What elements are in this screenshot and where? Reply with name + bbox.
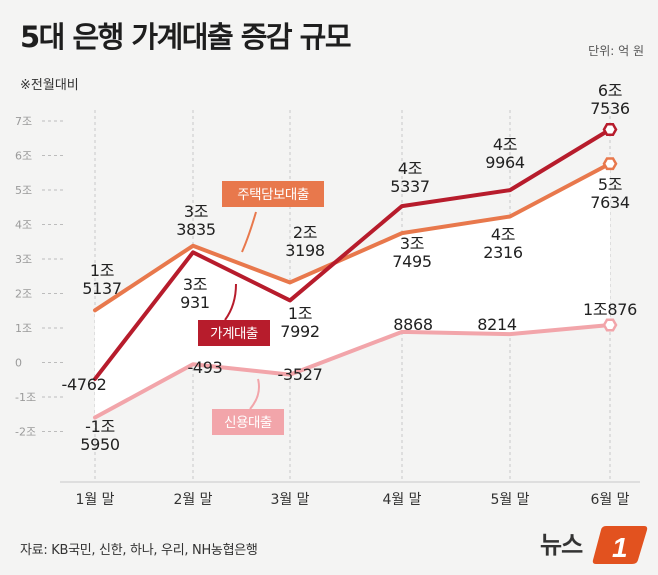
mortgage-data-label: 5조 7634 xyxy=(590,175,630,212)
mortgage-data-label: 1조 5137 xyxy=(82,261,122,298)
end-markers xyxy=(602,123,618,332)
y-tick-label: 7조 xyxy=(15,115,32,128)
logo-mark: 1 xyxy=(612,532,628,563)
x-tick-label: 6월 말 xyxy=(590,492,629,508)
household-tag-box xyxy=(198,320,270,346)
credit-line xyxy=(93,322,612,420)
y-tick-label: -1조 xyxy=(15,391,36,404)
mortgage-credit-band xyxy=(95,163,610,418)
mortgage-tag-label: 주택담보대출 xyxy=(237,187,309,203)
credit-end-marker xyxy=(602,318,618,332)
credit-data-label: -3527 xyxy=(278,365,323,384)
x-tick-label: 2월 말 xyxy=(173,492,212,508)
data-labels: -4762 3조 931 1조 7992 4조 5337 4조 9964 6조 7536 1조 5137… xyxy=(62,81,638,454)
credit-data-label: -493 xyxy=(187,358,222,377)
mortgage-tag-box xyxy=(222,181,324,207)
household-data-label: -4762 xyxy=(62,375,107,394)
x-tick-label: 5월 말 xyxy=(490,492,529,508)
x-tick-label: 4월 말 xyxy=(382,492,421,508)
mortgage-data-label: 2조 3198 xyxy=(285,223,325,260)
series-lines xyxy=(93,127,612,420)
household-tag-label: 가계대출 xyxy=(210,326,258,342)
y-tick-label: -2조 xyxy=(15,426,36,439)
y-tick-label: 5조 xyxy=(15,184,32,197)
mortgage-data-label: 3조 3835 xyxy=(176,202,216,239)
household-data-label: 4조 5337 xyxy=(390,159,430,196)
y-tick-label: 2조 xyxy=(15,288,32,301)
y-tick-label: 1조 xyxy=(15,322,32,335)
tag-connector xyxy=(249,378,260,410)
news1-logo: 뉴스 1 xyxy=(540,526,648,564)
x-axis: 1월 말 2월 말 3월 말 4월 말 5월 말 6월 말 xyxy=(60,481,640,508)
mortgage-line xyxy=(93,161,612,313)
credit-tag-label: 신용대출 xyxy=(224,415,272,431)
credit-data-label: 1조876 xyxy=(583,300,637,319)
comparison-note: ※전월대비 xyxy=(20,78,79,93)
mortgage-end-marker xyxy=(602,157,618,171)
y-axis-ticks: -2조 -1조 0 1조 2조 3조 4조 5조 6조 7조 xyxy=(15,115,36,439)
y-tick-label: 0 xyxy=(15,357,22,370)
household-data-label: 3조 931 xyxy=(180,275,210,312)
chart-title: 5대 은행 가계대출 증감 규모 xyxy=(20,20,352,54)
y-tick-label: 3조 xyxy=(15,253,32,266)
household-data-label: 1조 7992 xyxy=(280,304,320,341)
logo-badge xyxy=(592,526,648,564)
y-tick-label: 6조 xyxy=(15,150,32,163)
household-line xyxy=(93,127,612,381)
mortgage-data-label: 4조 2316 xyxy=(483,225,523,262)
y-tick-label: 4조 xyxy=(15,219,32,232)
household-data-label: 6조 7536 xyxy=(590,81,630,118)
x-tick-label: 3월 말 xyxy=(270,492,309,508)
source-note: 자료: KB국민, 신한, 하나, 우리, NH농협은행 xyxy=(20,543,258,558)
credit-data-label: 8214 xyxy=(477,315,517,334)
tag-connector xyxy=(241,211,257,253)
x-tick-label: 1월 말 xyxy=(75,492,114,508)
credit-tag-box xyxy=(212,409,284,435)
logo-text: 뉴스 xyxy=(540,532,583,559)
tag-connector xyxy=(224,283,237,321)
unit-label: 단위: 억 원 xyxy=(588,44,644,58)
household-end-marker xyxy=(602,123,618,136)
credit-data-label: 8868 xyxy=(393,315,433,334)
household-data-label: 4조 9964 xyxy=(485,135,525,172)
credit-data-label: -1조 5950 xyxy=(80,417,120,454)
mortgage-data-label: 3조 7495 xyxy=(392,234,432,271)
